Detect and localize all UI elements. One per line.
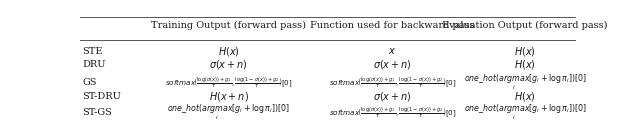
Text: $H(x)$: $H(x)$ [218,45,240,58]
Text: $one\_hot(\underset{i}{argmax}[g_i + \log\pi_i])[0]$: $one\_hot(\underset{i}{argmax}[g_i + \lo… [168,103,290,120]
Text: STE: STE [83,47,103,56]
Text: GS: GS [83,78,97,87]
Text: ST-GS: ST-GS [83,108,113,117]
Text: $x$: $x$ [388,46,397,56]
Text: Evaluation Output (forward pass): Evaluation Output (forward pass) [442,21,608,30]
Text: $one\_hot(\underset{i}{argmax}[g_i + \log\pi_i])[0]$: $one\_hot(\underset{i}{argmax}[g_i + \lo… [464,103,586,120]
Text: $softmax\!\left(\frac{\log(\sigma(x))+g_1}{\tau}, \frac{\log(1-\sigma(x))+g_2}{\: $softmax\!\left(\frac{\log(\sigma(x))+g_… [328,75,456,90]
Text: Function used for backward pass: Function used for backward pass [310,21,475,30]
Text: $softmax\!\left(\frac{\log(\sigma(x))+g_1}{\tau}, \frac{\log(1-\sigma(x))+g_2}{\: $softmax\!\left(\frac{\log(\sigma(x))+g_… [165,75,292,90]
Text: $\sigma(x+n)$: $\sigma(x+n)$ [373,90,412,103]
Text: $H(x)$: $H(x)$ [515,90,536,103]
Text: DRU: DRU [83,60,106,69]
Text: $one\_hot(\underset{i}{argmax}[g_i + \log\pi_i])[0]$: $one\_hot(\underset{i}{argmax}[g_i + \lo… [464,73,586,92]
Text: $softmax\!\left(\frac{\log(\sigma(x))+g_1}{\tau}, \frac{\log(1-\sigma(x))+g_2}{\: $softmax\!\left(\frac{\log(\sigma(x))+g_… [328,105,456,120]
Text: ST-DRU: ST-DRU [83,92,122,101]
Text: $H(x)$: $H(x)$ [515,58,536,71]
Text: $\sigma(x+n)$: $\sigma(x+n)$ [373,58,412,71]
Text: $\sigma(x+n)$: $\sigma(x+n)$ [209,58,248,71]
Text: $H(x)$: $H(x)$ [515,45,536,58]
Text: Training Output (forward pass): Training Output (forward pass) [151,21,307,30]
Text: $H(x+n)$: $H(x+n)$ [209,90,249,103]
